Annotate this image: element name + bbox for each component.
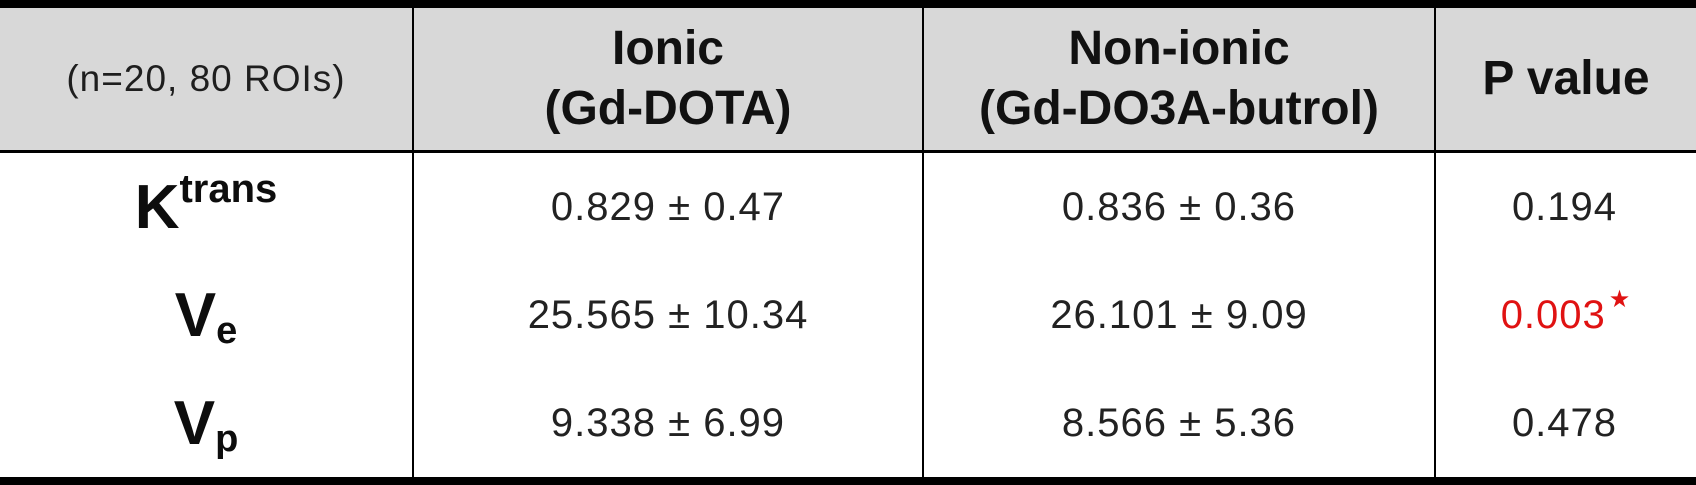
row-label-subscript: e [216,309,238,352]
header-nonionic-label: Non-ionic (Gd-DO3A-butrol) [979,19,1379,139]
vp-nonionic-value: 8.566 ± 5.36 [922,369,1434,477]
p-value-text: 0.003 [1500,292,1606,337]
ve-pvalue: 0.003 ★ [1434,261,1696,369]
value-text: 8.566 ± 5.36 [1061,400,1297,445]
header-ionic-line2: (Gd-DOTA) [544,82,792,135]
value-text: 0.829 ± 0.47 [550,184,786,229]
value-text: 26.101 ± 9.09 [1050,292,1308,337]
header-nonionic-line2: (Gd-DO3A-butrol) [979,82,1379,135]
header-pvalue-label: P value [1482,52,1650,105]
value-text: 0.836 ± 0.36 [1061,184,1297,229]
value-text: 25.565 ± 10.34 [527,292,809,337]
vp-pvalue: 0.478 [1434,369,1696,477]
header-pvalue: P value [1434,8,1696,153]
p-value-text: 0.478 [1511,400,1618,445]
row-label-subscript: p [215,417,239,460]
ve-nonionic-value: 26.101 ± 9.09 [922,261,1434,369]
ktrans-pvalue: 0.194 [1434,153,1696,261]
row-label-base: V [174,280,217,350]
ktrans-ionic-value: 0.829 ± 0.47 [412,153,922,261]
vp-ionic-value: 9.338 ± 6.99 [412,369,922,477]
value-text: 9.338 ± 6.99 [550,400,786,445]
ktrans-nonionic-value: 0.836 ± 0.36 [922,153,1434,261]
header-ionic-line1: Ionic [611,22,724,75]
ve-ionic-value: 25.565 ± 10.34 [412,261,922,369]
row-label-base: V [173,388,216,458]
row-label-base: K [134,172,180,242]
row-label-superscript: trans [179,166,278,211]
header-nonionic: Non-ionic (Gd-DO3A-butrol) [922,8,1434,153]
header-ionic-label: Ionic (Gd-DOTA) [544,19,791,139]
significance-star-icon: ★ [1608,285,1632,313]
p-value-text: 0.194 [1511,184,1618,229]
header-nonionic-line1: Non-ionic [1068,22,1290,75]
header-cohort-label: (n=20, 80 ROIs) [66,57,346,99]
header-cohort: (n=20, 80 ROIs) [0,8,412,153]
header-ionic: Ionic (Gd-DOTA) [412,8,922,153]
